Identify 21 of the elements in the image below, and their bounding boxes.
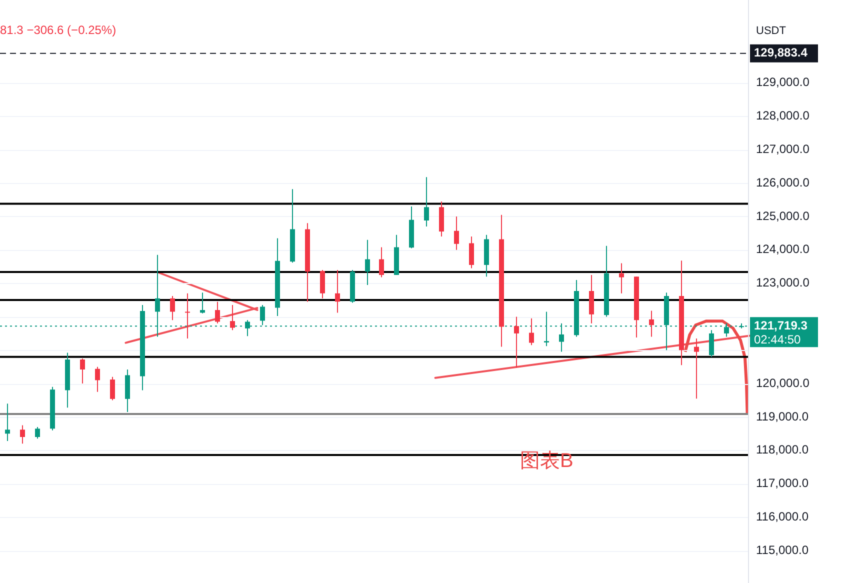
candlestick xyxy=(694,338,699,399)
y-tick-label: 125,000.0 xyxy=(756,208,810,223)
text: USDT xyxy=(756,25,786,37)
y-tick-label: 119,000.0 xyxy=(756,409,809,424)
y-tick-label: 120,000.0 xyxy=(756,376,810,390)
y-tick-label: 117,000.0 xyxy=(756,476,809,490)
candlestick xyxy=(185,293,190,338)
y-tick-label: 129,000.0 xyxy=(756,75,810,90)
annotation: 81.3 −306.6 (−0.25%) xyxy=(0,23,116,37)
y-tick-label: 127,000.0 xyxy=(756,142,810,156)
annotation: 图表B xyxy=(520,450,574,472)
ref-line-label: 129,883.4 xyxy=(754,46,808,60)
y-tick-label: 128,000.0 xyxy=(756,108,810,123)
y-tick-label: 124,000.0 xyxy=(756,242,810,256)
y-tick-label: 123,000.0 xyxy=(756,276,810,290)
text: 02:44:50 xyxy=(754,332,802,346)
y-tick-label: 115,000.0 xyxy=(756,542,809,557)
y-tick-label: 118,000.0 xyxy=(756,442,809,457)
y-tick-label: 116,000.0 xyxy=(756,509,809,524)
y-tick-label: 126,000.0 xyxy=(756,175,810,190)
ref-line-label: 121,719.3 xyxy=(754,318,808,332)
